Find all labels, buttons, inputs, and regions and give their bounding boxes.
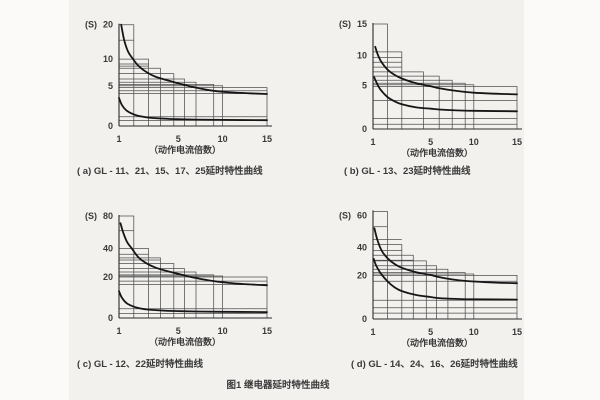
y-tick-label: 40 <box>357 243 367 253</box>
step-band <box>373 51 403 129</box>
y-tick-label: 20 <box>357 270 367 280</box>
y-tick-label: 0 <box>362 124 367 134</box>
y-tick-label: 10 <box>103 54 113 64</box>
y-unit-label: (S) <box>339 210 351 220</box>
step-band <box>373 211 388 319</box>
figure-caption: 图1 继电器延时特性曲线 <box>226 380 330 391</box>
lower-limit-curve <box>373 76 518 113</box>
x-tick-label: 5 <box>428 137 433 147</box>
y-tick-label: 20 <box>103 20 113 30</box>
x-tick-label: 10 <box>469 327 479 337</box>
step-band <box>373 84 475 129</box>
chart-panel-a: 0 5 10 20 1 5 10 15 (S) （动作电流倍数） <box>80 12 295 158</box>
y-tick-label: 5 <box>108 81 113 91</box>
step-band <box>373 244 403 319</box>
x-axis-label: （动作电流倍数） <box>149 144 221 155</box>
step-band <box>373 265 437 319</box>
x-tick-label: 5 <box>428 327 433 337</box>
x-tick-label: 10 <box>469 137 479 147</box>
step-band <box>119 78 185 126</box>
upper-limit-curve <box>374 45 518 96</box>
y-tick-label: 0 <box>108 313 113 323</box>
upper-limit-curve <box>119 222 268 287</box>
chart-a-caption: ( a) GL - 11、21、15、17、25延时特性曲线 <box>77 166 263 177</box>
step-band <box>119 73 175 126</box>
y-unit-label: (S) <box>85 211 97 221</box>
step-band <box>373 268 449 319</box>
x-tick-label: 10 <box>218 326 228 336</box>
x-tick-label: 15 <box>262 134 272 144</box>
step-band <box>119 257 161 318</box>
lower-limit-curve <box>118 290 268 313</box>
y-tick-label: 40 <box>103 244 113 254</box>
step-band <box>119 276 268 318</box>
y-tick-label: 0 <box>362 314 367 324</box>
step-band <box>373 79 453 129</box>
lower-limit-curve <box>372 257 518 301</box>
y-tick-label: 10 <box>357 51 367 61</box>
x-tick-label: 10 <box>218 134 228 144</box>
step-band <box>119 275 223 318</box>
y-tick-label: 0 <box>108 121 113 131</box>
y-unit-label: (S) <box>85 20 97 30</box>
x-tick-label: 5 <box>176 326 181 336</box>
step-band <box>119 85 223 126</box>
y-tick-label: 60 <box>357 210 367 220</box>
step-band <box>119 248 149 318</box>
step-band <box>373 273 475 319</box>
step-band <box>119 24 135 126</box>
y-tick-label: 80 <box>103 211 113 221</box>
page-background <box>69 0 524 400</box>
chart-panel-c: 0 20 40 80 1 5 10 15 (S) （动作电流倍数） <box>80 206 295 352</box>
y-unit-label: (S) <box>339 19 351 29</box>
y-tick-label: 15 <box>357 19 367 29</box>
x-tick-label: 1 <box>116 326 121 336</box>
step-band <box>119 268 185 318</box>
x-axis-label: （动作电流倍数） <box>149 336 221 347</box>
step-band <box>373 254 414 319</box>
step-band <box>119 87 268 126</box>
x-tick-label: 15 <box>262 326 272 336</box>
y-tick-label: 20 <box>103 272 113 282</box>
chart-panel-d: 0 20 40 60 1 5 10 15 (S) （动作电流倍数） <box>334 206 549 352</box>
step-band <box>119 58 149 126</box>
step-band <box>119 81 197 126</box>
upper-limit-curve <box>120 23 268 95</box>
step-band <box>373 275 518 319</box>
step-band <box>373 86 518 129</box>
x-axis-label: （动作电流倍数） <box>401 147 473 158</box>
chart-d-caption: ( d) GL - 14、24、16、26延时特性曲线 <box>351 359 518 370</box>
step-band <box>119 274 215 318</box>
x-tick-label: 15 <box>512 137 522 147</box>
x-tick-label: 5 <box>176 134 181 144</box>
step-band <box>119 215 135 318</box>
chart-b-caption: ( b) GL - 13、23延时特性曲线 <box>344 166 471 177</box>
step-band <box>119 84 215 126</box>
step-band <box>119 271 197 318</box>
y-tick-label: 5 <box>362 81 367 91</box>
step-band <box>119 263 175 318</box>
step-band <box>373 272 466 319</box>
x-tick-label: 1 <box>370 137 375 147</box>
upper-limit-curve <box>373 227 518 285</box>
x-axis-label: （动作电流倍数） <box>401 337 473 348</box>
x-tick-label: 1 <box>116 134 121 144</box>
step-band <box>373 75 440 129</box>
x-tick-label: 15 <box>512 327 522 337</box>
chart-panel-b: 0 5 10 15 1 5 10 15 (S) （动作电流倍数） <box>334 12 549 158</box>
x-tick-label: 1 <box>370 327 375 337</box>
step-band <box>373 82 466 129</box>
step-band <box>373 23 388 129</box>
lower-limit-curve <box>118 97 268 122</box>
chart-c-caption: ( c) GL - 12、22延时特性曲线 <box>77 359 203 370</box>
step-band <box>119 67 161 126</box>
